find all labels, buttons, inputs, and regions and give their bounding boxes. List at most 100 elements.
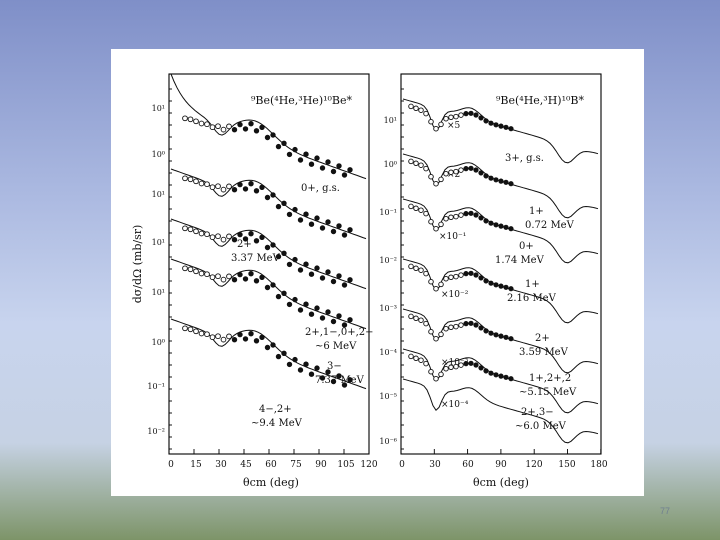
left-filled-point <box>248 181 254 187</box>
right-filled-point <box>498 373 504 379</box>
left-filled-point <box>314 365 320 371</box>
right-open-point <box>428 218 434 225</box>
right-open-point <box>413 315 419 322</box>
right-state-energy: ~5.15 MeV <box>519 387 577 398</box>
left-open-point <box>226 183 232 190</box>
left-filled-point <box>341 172 348 178</box>
left-filled-point <box>330 168 337 175</box>
right-filled-point <box>503 334 509 340</box>
left-filled-point <box>297 367 304 373</box>
left-filled-point <box>231 237 238 243</box>
left-ytick-label: 10¹ <box>152 288 165 297</box>
left-filled-point <box>275 293 282 300</box>
right-filled-point <box>478 115 484 121</box>
right-open-point <box>423 165 429 172</box>
right-ytick-label: 10⁻⁵ <box>379 392 397 401</box>
left-filled-point <box>297 307 304 313</box>
right-filled-point <box>488 370 494 376</box>
left-open-point <box>204 181 210 188</box>
left-filled-point <box>303 361 309 367</box>
left-filled-point <box>319 225 326 231</box>
right-scale-label: ×10⁻³ <box>441 358 469 368</box>
right-open-point <box>413 265 419 272</box>
right-filled-point <box>468 270 474 276</box>
left-filled-point <box>248 271 254 277</box>
right-open-point <box>423 210 429 217</box>
right-filled-point <box>473 272 479 278</box>
left-filled-point <box>231 187 238 193</box>
right-open-point <box>448 324 454 331</box>
left-filled-point <box>330 278 337 285</box>
right-filled-point <box>498 123 504 129</box>
right-open-point <box>428 278 434 285</box>
page-number: 77 <box>660 506 671 516</box>
left-ytick-label: 10¹ <box>152 238 165 247</box>
left-open-point <box>215 233 221 240</box>
right-xtick-label: 150 <box>558 460 575 470</box>
right-filled-point <box>468 360 474 366</box>
left-filled-point <box>237 331 243 338</box>
right-filled-point <box>473 322 479 328</box>
left-open-point <box>182 175 188 182</box>
right-open-point <box>413 160 419 167</box>
left-filled-point <box>336 313 342 319</box>
right-filled-point <box>508 376 514 382</box>
left-filled-point <box>253 188 260 194</box>
right-open-point <box>458 272 464 278</box>
left-filled-point <box>336 373 342 379</box>
left-open-point <box>220 186 227 193</box>
right-open-point <box>458 167 464 173</box>
right-state-label: 1+,2+,2 <box>529 373 571 384</box>
left-open-point <box>215 333 221 340</box>
left-open-point <box>226 233 232 240</box>
left-filled-point <box>286 211 293 218</box>
left-filled-point <box>259 124 265 131</box>
left-open-point <box>193 178 199 185</box>
left-filled-point <box>319 275 326 281</box>
left-filled-point <box>237 181 243 188</box>
left-filled-point <box>297 217 304 223</box>
left-filled-point <box>237 231 243 238</box>
left-filled-point <box>286 361 293 368</box>
right-ytick-label: 10⁻³ <box>379 304 397 313</box>
right-xtick-label: 120 <box>525 460 542 470</box>
left-filled-point <box>341 232 348 238</box>
right-open-point <box>453 363 459 370</box>
left-filled-point <box>292 356 298 363</box>
left-xtick-label: 75 <box>290 460 302 470</box>
left-filled-point <box>259 234 265 241</box>
right-filled-point <box>498 333 504 339</box>
left-ytick-label: 10⁰ <box>152 338 165 347</box>
right-filled-point <box>463 110 469 117</box>
right-open-point <box>438 331 444 338</box>
right-filled-point <box>483 118 489 124</box>
right-filled-point <box>468 110 474 116</box>
right-open-point <box>443 170 449 177</box>
right-open-point <box>418 107 424 113</box>
left-filled-point <box>264 344 271 351</box>
left-filled-point <box>292 206 298 213</box>
left-open-point <box>226 273 232 280</box>
left-open-point <box>193 118 199 125</box>
left-open-point <box>193 268 199 275</box>
right-open-point <box>408 353 414 360</box>
right-xtick-labels: 0 30 60 90 120 150 180 <box>399 460 608 470</box>
right-open-point <box>453 113 459 120</box>
left-filled-point <box>319 315 326 321</box>
left-open-point <box>209 274 216 281</box>
right-open-point <box>458 212 464 218</box>
left-filled-point <box>248 231 254 237</box>
right-theory-curve <box>402 98 599 164</box>
left-ytick-label: 10¹ <box>152 104 165 113</box>
left-filled-point <box>341 322 348 328</box>
right-xtick-label: 0 <box>399 460 405 470</box>
left-filled-point <box>270 242 276 248</box>
left-filled-point <box>297 157 304 163</box>
right-state-energy: 3.59 MeV <box>519 347 569 358</box>
right-filled-point <box>488 120 494 126</box>
right-open-point <box>443 215 449 222</box>
right-open-point <box>428 173 434 180</box>
left-open-point <box>220 126 227 133</box>
right-open-point <box>458 362 464 368</box>
left-filled-point <box>319 375 326 381</box>
